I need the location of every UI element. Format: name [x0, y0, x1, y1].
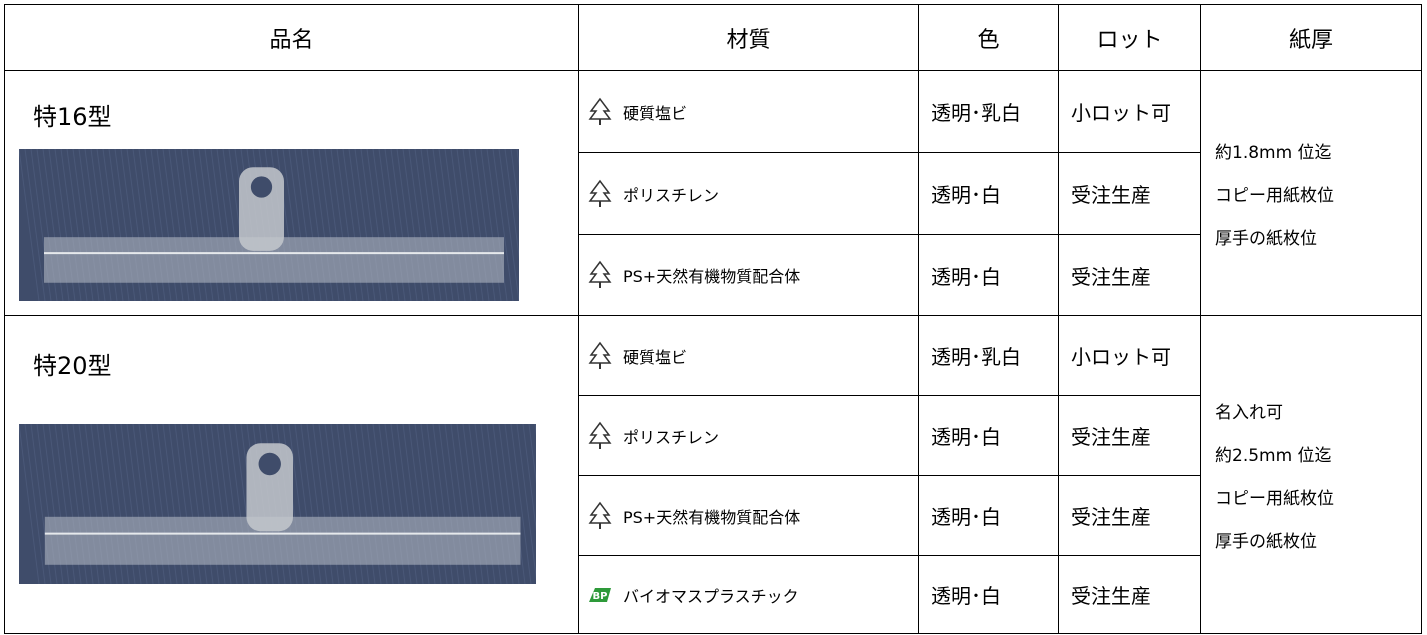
- shape: [239, 167, 284, 251]
- material-cell: ポリスチレン: [578, 152, 919, 235]
- shape: [246, 443, 294, 532]
- material-name: ポリスチレン: [623, 185, 720, 205]
- graphic: [588, 421, 612, 449]
- shape: [258, 452, 281, 476]
- shape: [588, 501, 612, 524]
- header-cell: 色: [918, 4, 1059, 71]
- shape: [24, 424, 46, 584]
- color-cell: 透明･白: [918, 395, 1059, 476]
- color-cell: 透明･白: [918, 555, 1059, 634]
- lot-cell: 受注生産: [1058, 152, 1201, 235]
- graphic: [588, 341, 612, 369]
- product-name: 特20型: [33, 352, 112, 380]
- material-name: 硬質塩ビ: [623, 103, 688, 123]
- shape: [504, 424, 526, 584]
- shape: [589, 587, 611, 602]
- graphic: [588, 97, 612, 125]
- shape: [599, 442, 601, 449]
- color-cell: 透明･白: [918, 234, 1059, 316]
- graphic: BP: [589, 587, 611, 602]
- graphic: [19, 149, 519, 301]
- graphic: [588, 260, 612, 288]
- shape: [24, 149, 46, 301]
- product-cell: 特20型: [4, 315, 579, 634]
- product-cell: 特16型: [4, 70, 579, 316]
- shape: [498, 149, 519, 301]
- shape: [599, 522, 601, 529]
- material-cell: ポリスチレン: [578, 395, 919, 476]
- shape: [522, 424, 536, 533]
- paper-cell: 約1.8mm 位迄 コピー用紙枚位 厚手の紙枚位: [1200, 70, 1422, 316]
- material-name: 硬質塩ビ: [623, 347, 688, 367]
- shape: [599, 362, 601, 369]
- material-cell: 硬質塩ビ: [578, 70, 919, 153]
- shape: [19, 149, 40, 301]
- material-cell: PS+天然有機物質配合体: [578, 234, 919, 316]
- lot-cell: 小ロット可: [1058, 315, 1201, 396]
- shape: [19, 424, 40, 584]
- color-cell: 透明･乳白: [918, 70, 1059, 153]
- header-cell: 材質: [578, 4, 919, 71]
- graphic: [588, 179, 612, 207]
- shape: [599, 282, 601, 288]
- material-cell: 硬質塩ビ: [578, 315, 919, 396]
- material-cell: PS+天然有機物質配合体: [578, 475, 919, 556]
- shape: [599, 118, 601, 125]
- shape: [599, 200, 601, 207]
- paper-line: 厚手の紙枚位: [1215, 228, 1317, 249]
- graphic: [588, 501, 612, 529]
- lot-cell: 受注生産: [1058, 395, 1201, 476]
- paper-line: コピー用紙枚位: [1215, 185, 1334, 206]
- shape: [250, 176, 273, 198]
- paper-line: コピー用紙枚位: [1215, 488, 1334, 509]
- header-cell: ロット: [1058, 4, 1201, 71]
- logo-text: BP: [593, 591, 608, 602]
- paper-line: 厚手の紙枚位: [1215, 531, 1317, 552]
- lot-cell: 受注生産: [1058, 475, 1201, 556]
- paper-line: 約1.8mm 位迄: [1215, 142, 1332, 163]
- shape: [528, 424, 536, 485]
- material-name: PS+天然有機物質配合体: [623, 267, 801, 286]
- lot-cell: 受注生産: [1058, 555, 1201, 634]
- color-cell: 透明･乳白: [918, 315, 1059, 396]
- shape: [588, 260, 612, 283]
- color-cell: 透明･白: [918, 152, 1059, 235]
- shape: [510, 424, 532, 584]
- shape: [504, 149, 519, 260]
- shape: [588, 421, 612, 444]
- header-cell: 紙厚: [1200, 4, 1422, 71]
- lot-cell: 小ロット可: [1058, 70, 1201, 153]
- material-name: バイオマスプラスチック: [623, 586, 799, 606]
- shape: [492, 149, 514, 301]
- lot-cell: 受注生産: [1058, 234, 1201, 316]
- graphic: [19, 424, 536, 584]
- header-cell: 品名: [4, 4, 579, 71]
- shape: [516, 424, 536, 581]
- shape: [588, 179, 612, 202]
- shape: [588, 341, 612, 364]
- shape: [510, 149, 519, 214]
- material-name: PS+天然有機物質配合体: [623, 507, 801, 527]
- material-cell: BP バイオマスプラスチック: [578, 555, 919, 634]
- shape: [588, 97, 612, 120]
- paper-cell: 名入れ可約2.5mm 位迄 コピー用紙枚位 厚手の紙枚位: [1200, 315, 1422, 634]
- paper-line: 名入れ可: [1215, 402, 1283, 423]
- material-name: ポリスチレン: [623, 427, 720, 447]
- product-name: 特16型: [33, 103, 112, 131]
- paper-line: 約2.5mm 位迄: [1215, 445, 1332, 466]
- color-cell: 透明･白: [918, 475, 1059, 556]
